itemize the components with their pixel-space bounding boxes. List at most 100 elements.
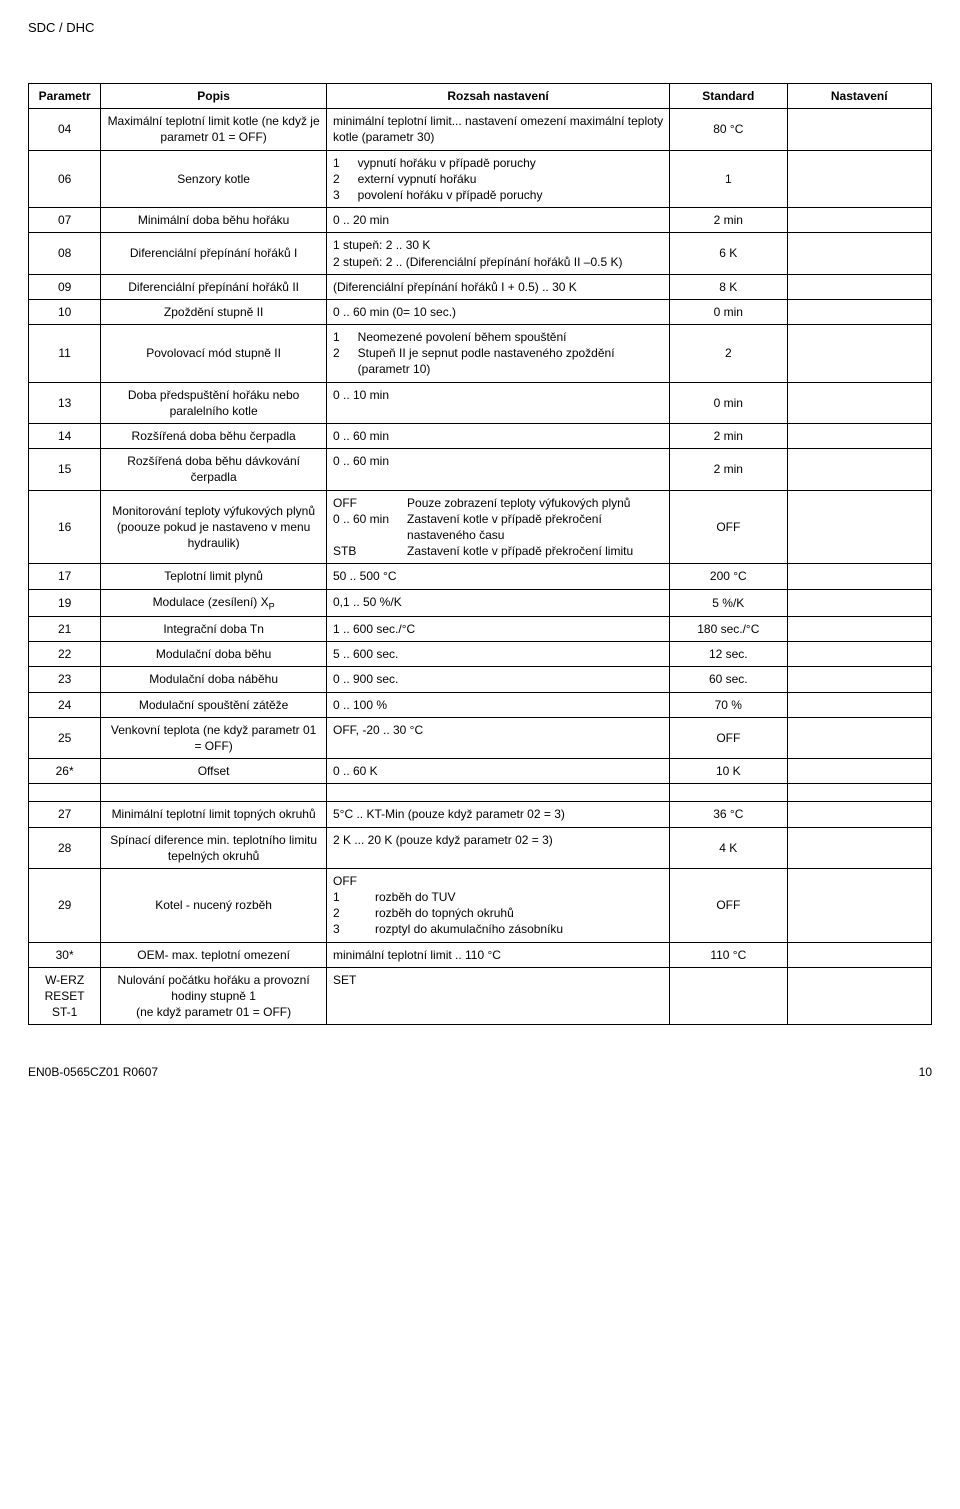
cell-parametr: 13 [29, 382, 101, 423]
cell-rozsah: 0 .. 60 K [326, 759, 669, 784]
cell-popis: Venkovní teplota (ne když parametr 01 = … [101, 717, 327, 758]
cell-popis: Diferenciální přepínání hořáků II [101, 274, 327, 299]
cell-standard: 5 %/K [670, 589, 787, 617]
cell-standard: 2 min [670, 424, 787, 449]
table-row: 28Spínací diference min. teplotního limi… [29, 827, 932, 868]
cell-standard: 2 min [670, 449, 787, 490]
cell-rozsah: 1Neomezené povolení během spouštění2Stup… [326, 325, 669, 383]
cell-rozsah: OFF, -20 .. 30 °C [326, 717, 669, 758]
cell-rozsah: 0 .. 60 min [326, 424, 669, 449]
table-row: 06Senzory kotle1vypnutí hořáku v případě… [29, 150, 932, 208]
cell-standard: 0 min [670, 299, 787, 324]
col-standard: Standard [670, 84, 787, 109]
table-row: 09Diferenciální přepínání hořáků II(Dife… [29, 274, 932, 299]
cell-standard: 0 min [670, 382, 787, 423]
spacer-cell [101, 784, 327, 802]
cell-nastaveni [787, 325, 932, 383]
cell-nastaveni [787, 617, 932, 642]
cell-nastaveni [787, 868, 932, 942]
cell-rozsah: (Diferenciální přepínání hořáků I + 0.5)… [326, 274, 669, 299]
cell-standard: OFF [670, 717, 787, 758]
cell-nastaveni [787, 717, 932, 758]
cell-parametr: 09 [29, 274, 101, 299]
cell-popis: Diferenciální přepínání hořáků I [101, 233, 327, 274]
cell-nastaveni [787, 490, 932, 564]
cell-parametr: 17 [29, 564, 101, 589]
cell-parametr: 19 [29, 589, 101, 617]
spacer-row [29, 784, 932, 802]
cell-nastaveni [787, 802, 932, 827]
cell-popis: Rozšířená doba běhu dávkování čerpadla [101, 449, 327, 490]
spacer-cell [670, 784, 787, 802]
cell-rozsah: OFF1rozběh do TUV2rozběh do topných okru… [326, 868, 669, 942]
table-row: 07Minimální doba běhu hořáku0 .. 20 min2… [29, 208, 932, 233]
spacer-cell [787, 784, 932, 802]
cell-popis: Offset [101, 759, 327, 784]
table-row: 23Modulační doba náběhu0 .. 900 sec.60 s… [29, 667, 932, 692]
table-row: 19Modulace (zesílení) XP0,1 .. 50 %/K5 %… [29, 589, 932, 617]
cell-popis: Rozšířená doba běhu čerpadla [101, 424, 327, 449]
cell-parametr: 28 [29, 827, 101, 868]
footer-doc-id: EN0B-0565CZ01 R0607 [28, 1065, 158, 1079]
cell-parametr: 26* [29, 759, 101, 784]
table-row: 14Rozšířená doba běhu čerpadla0 .. 60 mi… [29, 424, 932, 449]
cell-popis: Senzory kotle [101, 150, 327, 208]
cell-popis: Nulování počátku hořáku a provozní hodin… [101, 967, 327, 1025]
cell-parametr: 30* [29, 942, 101, 967]
table-row: 10Zpoždění stupně II0 .. 60 min (0= 10 s… [29, 299, 932, 324]
cell-parametr: 22 [29, 642, 101, 667]
cell-rozsah: 0 .. 10 min [326, 382, 669, 423]
table-row: 11Povolovací mód stupně II1Neomezené pov… [29, 325, 932, 383]
cell-nastaveni [787, 759, 932, 784]
cell-standard: 60 sec. [670, 667, 787, 692]
col-nastaveni: Nastavení [787, 84, 932, 109]
cell-rozsah: 2 K ... 20 K (pouze když parametr 02 = 3… [326, 827, 669, 868]
cell-standard: OFF [670, 490, 787, 564]
cell-nastaveni [787, 942, 932, 967]
cell-rozsah: 0,1 .. 50 %/K [326, 589, 669, 617]
cell-popis: Modulace (zesílení) XP [101, 589, 327, 617]
cell-nastaveni [787, 150, 932, 208]
cell-parametr: 21 [29, 617, 101, 642]
table-row: 16Monitorování teploty výfukových plynů … [29, 490, 932, 564]
cell-parametr: 29 [29, 868, 101, 942]
cell-popis: Integrační doba Tn [101, 617, 327, 642]
cell-parametr: 06 [29, 150, 101, 208]
table-row: 15Rozšířená doba běhu dávkování čerpadla… [29, 449, 932, 490]
cell-popis: Monitorování teploty výfukových plynů (p… [101, 490, 327, 564]
cell-parametr: 08 [29, 233, 101, 274]
cell-parametr: W-ERZ RESET ST-1 [29, 967, 101, 1025]
table-row: 29Kotel - nucený rozběhOFF1rozběh do TUV… [29, 868, 932, 942]
cell-rozsah: 50 .. 500 °C [326, 564, 669, 589]
cell-rozsah: 1vypnutí hořáku v případě poruchy2extern… [326, 150, 669, 208]
cell-standard: 4 K [670, 827, 787, 868]
table-row: 21Integrační doba Tn1 .. 600 sec./°C180 … [29, 617, 932, 642]
cell-standard: 36 °C [670, 802, 787, 827]
cell-rozsah: OFFPouze zobrazení teploty výfukových pl… [326, 490, 669, 564]
cell-standard: 10 K [670, 759, 787, 784]
cell-popis: Povolovací mód stupně II [101, 325, 327, 383]
cell-popis: Kotel - nucený rozběh [101, 868, 327, 942]
cell-standard: 6 K [670, 233, 787, 274]
cell-popis: Modulační spouštění zátěže [101, 692, 327, 717]
cell-nastaveni [787, 967, 932, 1025]
cell-nastaveni [787, 642, 932, 667]
col-popis: Popis [101, 84, 327, 109]
cell-parametr: 14 [29, 424, 101, 449]
cell-rozsah: 0 .. 100 % [326, 692, 669, 717]
table-row: 17Teplotní limit plynů50 .. 500 °C200 °C [29, 564, 932, 589]
cell-parametr: 07 [29, 208, 101, 233]
cell-popis: Spínací diference min. teplotního limitu… [101, 827, 327, 868]
cell-rozsah: minimální teplotní limit .. 110 °C [326, 942, 669, 967]
table-row: 24Modulační spouštění zátěže0 .. 100 %70… [29, 692, 932, 717]
footer-page-number: 10 [919, 1065, 932, 1079]
cell-parametr: 04 [29, 109, 101, 150]
cell-parametr: 25 [29, 717, 101, 758]
table-row: 08Diferenciální přepínání hořáků I1 stup… [29, 233, 932, 274]
cell-standard: 2 [670, 325, 787, 383]
cell-nastaveni [787, 667, 932, 692]
cell-standard: 70 % [670, 692, 787, 717]
cell-nastaveni [787, 589, 932, 617]
cell-standard: OFF [670, 868, 787, 942]
cell-rozsah: 0 .. 20 min [326, 208, 669, 233]
